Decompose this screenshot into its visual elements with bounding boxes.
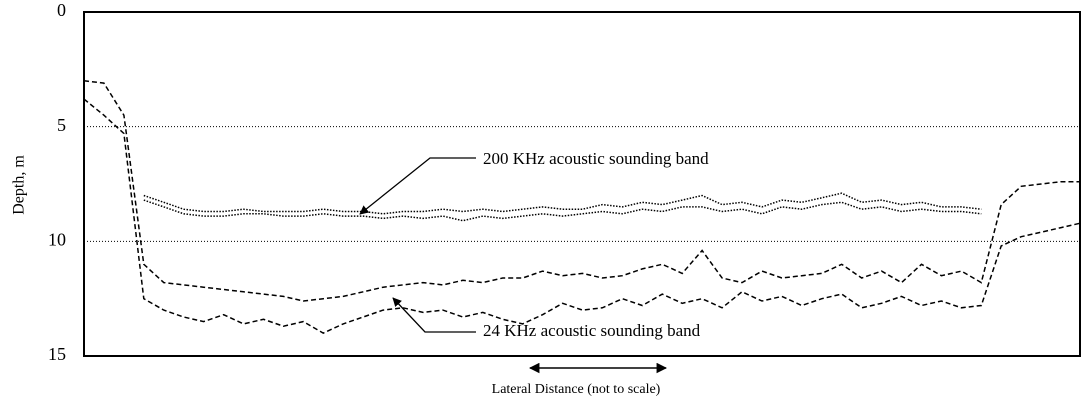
annotation: 200 KHz acoustic sounding band: [483, 149, 709, 168]
annotation-arrow: [359, 157, 476, 215]
y-axis-label: Depth, m: [11, 155, 28, 215]
x-axis-label: Lateral Distance (not to scale): [492, 382, 661, 397]
y-tick-label: 15: [48, 344, 66, 364]
y-tick-label: 0: [57, 0, 66, 20]
annotation: 24 KHz acoustic sounding band: [483, 321, 701, 340]
series-line: [143, 192, 982, 215]
y-tick-label: 10: [48, 229, 66, 249]
series-line: [83, 80, 1081, 302]
series-line: [83, 98, 1081, 334]
y-tick-label: 5: [57, 115, 66, 135]
annotation-arrow: [392, 297, 476, 333]
series-line: [143, 199, 982, 222]
plot-frame: [83, 11, 1081, 357]
